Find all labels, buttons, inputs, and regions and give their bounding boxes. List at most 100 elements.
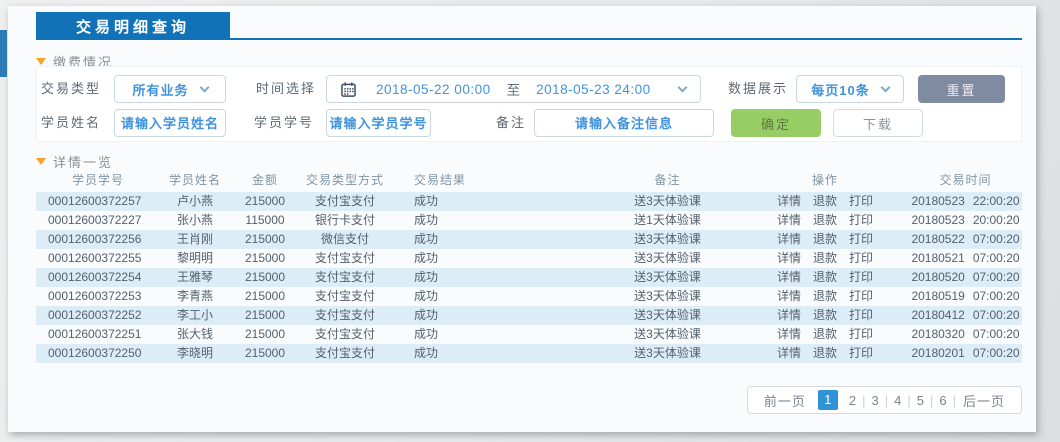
start-datetime: 2018-05-22 00:00 (376, 81, 491, 97)
cell-method: 微信支付 (320, 232, 369, 246)
cell-method: 支付宝支付 (314, 289, 375, 303)
trade-clock: 07:00:20 (972, 308, 1020, 322)
action-detail-link[interactable]: 详情 (776, 270, 801, 284)
confirm-button[interactable]: 确定 (731, 109, 821, 137)
trade-clock: 07:00:20 (972, 346, 1020, 360)
trade-clock: 07:00:20 (972, 327, 1020, 341)
page-title-tab[interactable]: 交易明细查询 (36, 12, 230, 40)
cell-actions: 详情 退款 打印 (755, 325, 895, 344)
download-button[interactable]: 下载 (833, 109, 923, 137)
cell-amount: 115000 (245, 213, 285, 227)
action-print-link[interactable]: 打印 (849, 232, 874, 246)
action-refund-link[interactable]: 退款 (812, 232, 837, 246)
trade-date: 20180520 (911, 270, 965, 284)
action-detail-link[interactable]: 详情 (776, 327, 801, 341)
details-table: 学员学号 学员姓名 金额 交易类型方式 交易结果 备注 操作 交易时间 00012600372… (36, 166, 1022, 363)
action-print-link[interactable]: 打印 (849, 289, 874, 303)
cell-amount: 215000 (244, 308, 286, 322)
triangle-down-icon (36, 58, 46, 65)
action-refund-link[interactable]: 退款 (812, 327, 837, 341)
student-name-input[interactable] (114, 109, 226, 137)
page-number-2[interactable]: 2 (848, 392, 857, 408)
action-refund-link[interactable]: 退款 (812, 270, 837, 284)
cell-remark: 送3天体验课 (634, 346, 701, 360)
action-detail-link[interactable]: 详情 (776, 213, 801, 227)
cell-result: 成功 (414, 327, 439, 341)
page-number-3[interactable]: 3 (871, 392, 879, 408)
date-range-picker[interactable]: 2018-05-22 00:00 至 2018-05-23 24:00 (326, 75, 701, 103)
cell-student-id: 00012600372256 (48, 232, 142, 246)
remark-input[interactable] (534, 109, 714, 137)
cell-student-id: 00012600372252 (48, 308, 142, 322)
action-detail-link[interactable]: 详情 (776, 289, 801, 303)
next-page-button[interactable]: 后一页 (962, 393, 1005, 409)
action-print-link[interactable]: 打印 (849, 346, 874, 360)
action-print-link[interactable]: 打印 (849, 213, 874, 227)
action-refund-link[interactable]: 退款 (812, 213, 837, 227)
cell-amount: 215000 (244, 194, 286, 208)
chevron-down-icon (880, 82, 891, 92)
cell-trade-time: 20180519 07:00:20 (895, 287, 1022, 306)
action-detail-link[interactable]: 详情 (776, 308, 801, 322)
action-refund-link[interactable]: 退款 (812, 194, 837, 208)
page-separator: | (884, 392, 889, 408)
cell-result: 成功 (414, 346, 439, 360)
trade-clock: 20:00:20 (972, 213, 1020, 227)
page-size-select[interactable]: 每页10条 (796, 75, 904, 103)
cell-trade-time: 20180520 07:00:20 (895, 268, 1022, 287)
main-panel: 交易明细查询 缴费情况 交易类型 所有业务 时间选择 (8, 6, 1036, 432)
cell-remark: 送3天体验课 (634, 270, 701, 284)
action-refund-link[interactable]: 退款 (812, 251, 837, 265)
cell-actions: 详情 退款 打印 (755, 306, 895, 325)
action-detail-link[interactable]: 详情 (776, 194, 801, 208)
action-print-link[interactable]: 打印 (849, 327, 874, 341)
cell-remark: 送1天体验课 (634, 213, 701, 227)
prev-page-button[interactable]: 前一页 (763, 393, 806, 409)
reset-button[interactable]: 重置 (918, 75, 1005, 103)
action-print-link[interactable]: 打印 (849, 308, 874, 322)
cell-remark: 送3天体验课 (634, 308, 701, 322)
action-detail-link[interactable]: 详情 (776, 251, 801, 265)
table-row: 00012600372254 王雅琴 215000 支付宝支付 成功 送3天体验课 详情 退款… (36, 268, 1022, 287)
trade-type-select[interactable]: 所有业务 (114, 75, 226, 103)
table-row: 00012600372251 张大钱 215000 支付宝支付 成功 送3天体验课 详情 退款… (36, 325, 1022, 344)
action-refund-link[interactable]: 退款 (812, 289, 837, 303)
trade-clock: 07:00:20 (972, 270, 1020, 284)
cell-amount: 215000 (244, 327, 286, 341)
action-detail-link[interactable]: 详情 (776, 346, 801, 360)
cell-student-id: 00012600372254 (48, 270, 142, 284)
action-detail-link[interactable]: 详情 (776, 232, 801, 246)
action-refund-link[interactable]: 退款 (812, 346, 837, 360)
page-separator: | (929, 392, 934, 408)
title-underline (36, 38, 1022, 40)
cell-amount: 215000 (244, 289, 286, 303)
table-row: 00012600372227 张小燕 115000 银行卡支付 成功 送1天体验课 详情 退款… (36, 211, 1022, 230)
cell-method: 支付宝支付 (314, 194, 375, 208)
cell-method: 支付宝支付 (314, 308, 375, 322)
student-id-input[interactable] (326, 109, 431, 137)
filter-panel: 交易类型 所有业务 时间选择 2018-05-22 00:00 (36, 66, 1022, 142)
cell-result: 成功 (414, 270, 439, 284)
page-number-6[interactable]: 6 (939, 392, 947, 408)
left-edge-accent (0, 30, 7, 77)
cell-remark: 送3天体验课 (634, 232, 701, 246)
data-display-label: 数据展示 (728, 81, 789, 96)
action-print-link[interactable]: 打印 (849, 251, 874, 265)
table-row: 00012600372252 李工小 215000 支付宝支付 成功 送3天体验课 详情 退款… (36, 306, 1022, 325)
page-number-4[interactable]: 4 (894, 392, 902, 408)
pagination-pages: 1 2 | 3 | 4 | 5 | 6 (812, 390, 952, 410)
cell-student-name: 王肖刚 (176, 232, 213, 246)
action-print-link[interactable]: 打印 (849, 194, 874, 208)
cell-student-name: 王雅琴 (176, 270, 213, 284)
action-print-link[interactable]: 打印 (849, 270, 874, 284)
cell-remark: 送3天体验课 (634, 194, 701, 208)
student-name-label: 学员姓名 (41, 115, 102, 130)
trade-date: 20180521 (911, 251, 965, 265)
cell-amount: 215000 (244, 251, 286, 265)
cell-result: 成功 (414, 251, 439, 265)
action-refund-link[interactable]: 退款 (812, 308, 837, 322)
cell-result: 成功 (414, 194, 439, 208)
page-number-1[interactable]: 1 (817, 390, 838, 410)
page-number-5[interactable]: 5 (916, 392, 924, 408)
column-header: 操作 (811, 172, 838, 187)
